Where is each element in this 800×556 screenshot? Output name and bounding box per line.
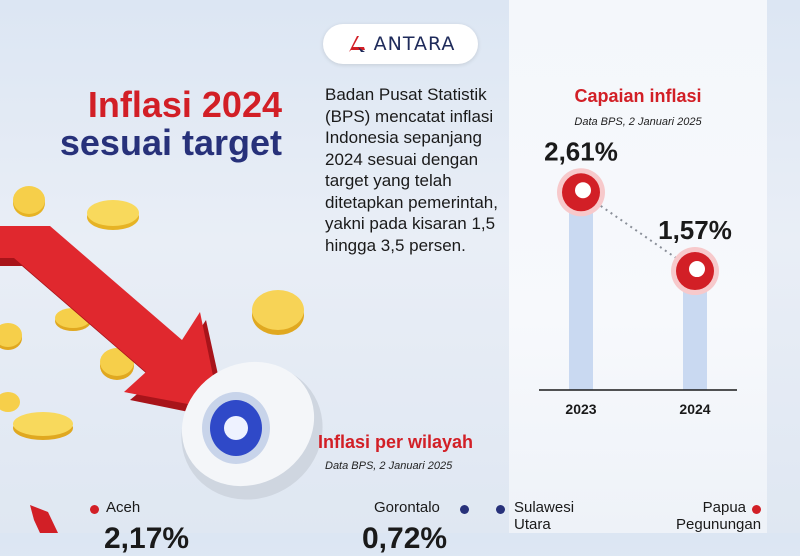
region-section-subtitle: Data BPS, 2 Januari 2025: [325, 460, 453, 472]
region-label-gorontalo: Gorontalo: [374, 499, 440, 516]
chart-panel: [509, 0, 767, 533]
x-tick-label-2023: 2023: [565, 401, 596, 417]
logo-text: ANTARA: [373, 33, 456, 55]
region-dot: [90, 505, 99, 514]
inflation-chart: 2,61% 1,57% 2023 2024: [539, 140, 737, 417]
region-label-aceh: Aceh: [106, 499, 141, 516]
down-arrow-icon: [0, 226, 228, 420]
button-illustration-icon: [181, 361, 323, 500]
point-center-2024: [689, 261, 705, 278]
data-label-2023: 2,61%: [544, 140, 618, 166]
page-title: Inflasi 2024 sesuai target: [20, 86, 282, 162]
region-dot: [460, 505, 469, 514]
antara-logo: ANTARA: [323, 24, 478, 64]
region-label-sulawesi-utara: Sulawesi Utara: [514, 499, 575, 533]
coin-icon: [13, 186, 45, 217]
region-section-title: Inflasi per wilayah: [318, 432, 474, 452]
map-fragment-icon: [30, 505, 58, 533]
chart-subtitle: Data BPS, 2 Januari 2025: [574, 116, 702, 128]
bar-2023: [569, 192, 593, 390]
page-title-line2: sesuai target: [59, 121, 282, 163]
region-dot: [752, 505, 761, 514]
region-value-aceh: 2,17%: [104, 522, 190, 555]
region-value-gorontalo: 0,72%: [362, 522, 448, 555]
data-label-2024: 1,57%: [658, 215, 732, 245]
coin-icon: [100, 348, 134, 380]
page-title-line1: Inflasi 2024: [87, 84, 282, 125]
antara-logo-mark-icon: [348, 36, 365, 52]
chart-title: Capaian inflasi: [574, 86, 702, 106]
decorative-illustration: [0, 186, 323, 533]
coin-icon: [0, 323, 22, 350]
description-text: Badan Pusat Statistik (BPS) mencatat inf…: [325, 85, 498, 256]
region-label-papua-pegunungan: Papua Pegunungan: [676, 499, 762, 533]
coin-icon: [252, 290, 304, 335]
point-center-2023: [575, 182, 591, 199]
coin-icon: [0, 392, 20, 412]
coin-icon: [87, 200, 139, 230]
x-tick-label-2024: 2024: [679, 401, 710, 417]
region-dot: [496, 505, 505, 514]
coin-icon: [13, 412, 73, 440]
